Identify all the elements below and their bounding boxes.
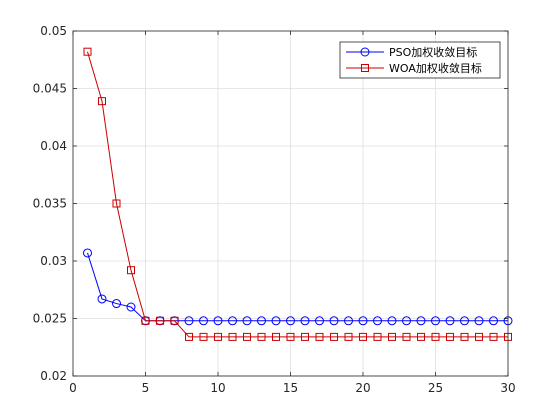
data-point-pso [474,316,484,326]
y-tick-labels: 0.02 0.025 0.03 0.035 0.04 0.045 0.05 [33,24,67,383]
data-point-woa [141,316,150,325]
data-point-woa [286,332,295,341]
data-point-woa [330,332,338,341]
ticks [72,30,509,377]
y-tick-label: 0.03 [40,254,67,268]
data-point-pso [228,316,237,326]
data-point-woa [199,332,208,341]
legend-label-woa: WOA加权收敛目标 [389,61,482,75]
legend-marker-pso [360,47,370,57]
data-point-woa [112,199,121,208]
x-tick-label: 10 [210,381,225,395]
data-point-pso [242,316,252,326]
data-point-pso [300,316,310,326]
data-point-pso [387,316,397,326]
x-tick-label: 30 [500,381,515,395]
y-tick-label: 0.04 [40,139,67,153]
data-point-woa [446,332,454,341]
x-tick-label: 0 [69,381,77,395]
y-tick-label: 0.05 [40,24,67,38]
data-point-pso [257,316,266,326]
x-tick-label: 25 [428,381,443,395]
data-point-pso [126,302,136,312]
x-tick-label: 20 [355,381,370,395]
data-point-pso [184,316,194,326]
series-group [83,47,513,341]
data-point-woa [301,332,309,341]
data-point-woa [373,332,382,341]
data-point-pso [329,316,339,326]
data-point-pso [286,316,295,326]
y-tick-label: 0.02 [40,369,67,383]
data-point-woa [228,332,237,341]
data-point-pso [315,316,324,326]
data-point-pso [97,294,107,304]
data-point-woa [243,332,251,341]
data-point-woa [417,332,425,341]
data-point-woa [402,332,411,341]
data-point-woa [170,316,179,325]
data-point-woa [257,332,266,341]
data-point-pso [373,316,382,326]
legend: PSO加权收敛目标 WOA加权收敛目标 [339,41,501,79]
data-point-pso [416,316,426,326]
data-point-pso [271,316,281,326]
x-tick-labels: 0 5 10 15 20 25 30 [69,381,515,395]
data-point-pso [489,316,498,326]
data-point-woa [359,332,367,341]
data-point-woa [214,332,222,341]
x-tick-label: 5 [142,381,150,395]
data-point-pso [402,316,411,326]
data-point-woa [344,332,353,341]
data-point-woa [489,332,498,341]
data-point-woa [127,266,135,275]
data-point-woa [185,332,193,341]
legend-label-pso: PSO加权收敛目标 [389,45,477,59]
data-point-woa [388,332,396,341]
data-point-woa [315,332,324,341]
data-point-woa [460,332,469,341]
legend-marker-woa [361,64,369,72]
data-point-woa [83,47,92,56]
y-tick-label: 0.045 [33,82,67,96]
data-point-pso [344,316,353,326]
data-point-pso [112,299,121,309]
data-point-woa [475,332,483,341]
x-tick-label: 15 [283,381,298,395]
y-tick-label: 0.035 [33,197,67,211]
data-point-pso [358,316,368,326]
series-woa [83,47,512,341]
data-point-pso [83,248,92,258]
data-point-pso [199,316,208,326]
data-point-woa [272,332,280,341]
data-point-pso [213,316,223,326]
data-point-pso [445,316,455,326]
data-point-woa [431,332,440,341]
data-point-pso [460,316,469,326]
data-point-woa [98,97,106,106]
series-line-woa [87,51,508,338]
data-point-woa [156,316,164,325]
y-tick-label: 0.025 [33,312,67,326]
data-point-pso [431,316,440,326]
